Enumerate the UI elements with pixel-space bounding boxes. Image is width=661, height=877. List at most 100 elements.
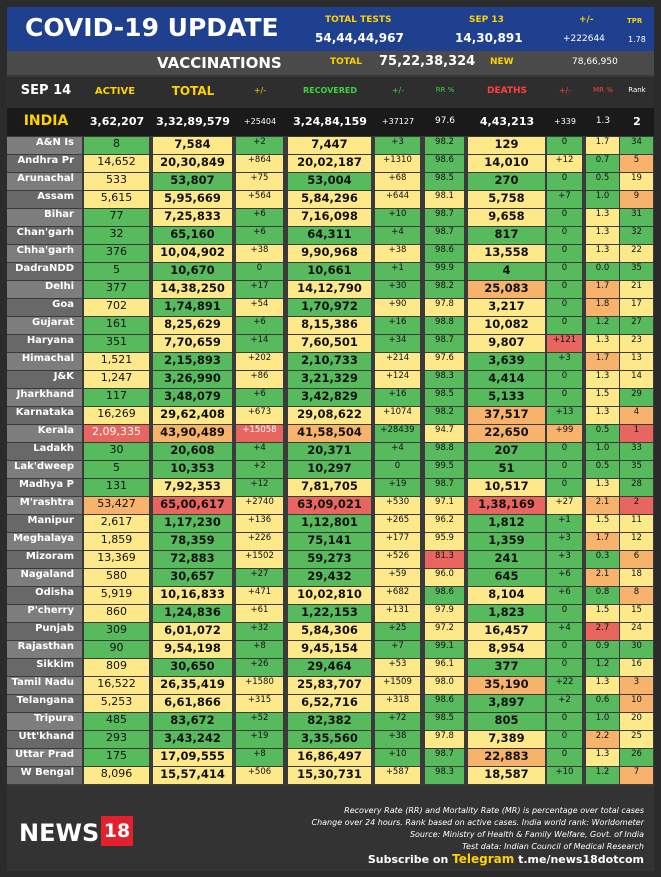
state-rank: 18 <box>620 569 653 586</box>
table-row: Chan'garh 32 65,160 +6 64,311 +4 98.7 817 0 1.3 32 <box>7 227 654 245</box>
state-d-deaths: +12 <box>547 155 582 172</box>
state-d-total: +2 <box>236 461 283 478</box>
india-total: 3,32,89,579 <box>156 115 230 128</box>
state-deaths: 18,587 <box>468 767 545 784</box>
state-d-rec: +19 <box>375 479 420 496</box>
state-rank: 7 <box>620 767 653 784</box>
state-rank: 3 <box>620 677 653 694</box>
state-d-rec: +30 <box>375 281 420 298</box>
table-row: Telangana 5,253 6,61,866 +315 6,52,716 +318 98… <box>7 695 654 713</box>
state-rr: 94.7 <box>425 425 464 442</box>
state-d-rec: +526 <box>375 551 420 568</box>
state-mr: 1.5 <box>586 389 619 406</box>
state-d-rec: +1 <box>375 263 420 280</box>
state-d-rec: +7 <box>375 641 420 658</box>
state-d-rec: +16 <box>375 389 420 406</box>
state-total: 53,807 <box>153 173 232 190</box>
state-total: 9,54,198 <box>153 641 232 658</box>
table-row: Sikkim 809 30,650 +26 29,464 +53 96.1 377 0 1.2 16 <box>7 659 654 677</box>
table-row: Odisha 5,919 10,16,833 +471 10,02,810 +682 98.… <box>7 587 654 605</box>
table-row: Karnataka 16,269 29,62,408 +673 29,08,622 +10… <box>7 407 654 425</box>
state-rank: 27 <box>620 317 653 334</box>
state-deaths: 16,457 <box>468 623 545 640</box>
state-rr: 99.5 <box>425 461 464 478</box>
state-mr: 0.0 <box>586 263 619 280</box>
state-deaths: 129 <box>468 137 545 154</box>
state-recovered: 16,86,497 <box>288 749 371 766</box>
state-d-rec: +530 <box>375 497 420 514</box>
table-row: M'rashtra 53,427 65,00,617 +2740 63,09,021 +5… <box>7 497 654 515</box>
covid-update-panel: COVID-19 UPDATE TOTAL TESTS 54,44,44,967… <box>7 7 654 871</box>
state-d-rec: +682 <box>375 587 420 604</box>
india-recovered: 3,24,84,159 <box>293 115 367 128</box>
state-recovered: 5,84,306 <box>288 623 371 640</box>
state-active: 90 <box>84 641 149 658</box>
state-mr: 1.3 <box>586 749 619 766</box>
state-deaths: 1,38,169 <box>468 497 545 514</box>
state-mr: 1.5 <box>586 515 619 532</box>
state-name: Goa <box>7 299 82 316</box>
state-rank: 13 <box>620 353 653 370</box>
state-deaths: 51 <box>468 461 545 478</box>
state-active: 5,615 <box>84 191 149 208</box>
state-name: Utt'khand <box>7 731 82 748</box>
state-d-total: +864 <box>236 155 283 172</box>
state-deaths: 13,558 <box>468 245 545 262</box>
state-rr: 96.1 <box>425 659 464 676</box>
state-name: Bihar <box>7 209 82 226</box>
state-d-rec: +25 <box>375 623 420 640</box>
state-total: 7,25,833 <box>153 209 232 226</box>
state-rr: 97.8 <box>425 299 464 316</box>
state-mr: 0.7 <box>586 155 619 172</box>
state-rr: 98.3 <box>425 767 464 784</box>
state-rank: 21 <box>620 281 653 298</box>
telegram-link[interactable]: Telegram <box>452 852 515 866</box>
state-d-total: +19 <box>236 731 283 748</box>
table-row: Tripura 485 83,672 +52 82,382 +72 98.5 805 0 1.0 2… <box>7 713 654 731</box>
state-recovered: 75,141 <box>288 533 371 550</box>
state-name: Madhya P <box>7 479 82 496</box>
state-d-deaths: 0 <box>547 713 582 730</box>
state-d-rec: +318 <box>375 695 420 712</box>
state-d-rec: +1074 <box>375 407 420 424</box>
table-row: Assam 5,615 5,95,669 +564 5,84,296 +644 98.1 5,… <box>7 191 654 209</box>
state-d-deaths: +3 <box>547 353 582 370</box>
table-row: Bihar 77 7,25,833 +6 7,16,098 +10 98.7 9,658 0 1.… <box>7 209 654 227</box>
state-total: 1,74,891 <box>153 299 232 316</box>
state-rank: 28 <box>620 479 653 496</box>
header-bar: COVID-19 UPDATE TOTAL TESTS 54,44,44,967… <box>7 7 654 51</box>
state-mr: 0.3 <box>586 551 619 568</box>
state-active: 809 <box>84 659 149 676</box>
state-recovered: 29,08,622 <box>288 407 371 424</box>
state-active: 5,919 <box>84 587 149 604</box>
india-deaths-change: +339 <box>554 117 576 126</box>
state-rr: 97.9 <box>425 605 464 622</box>
table-row: Tamil Nadu 16,522 26,35,419 +1580 25,83,707 +… <box>7 677 654 695</box>
state-d-total: +226 <box>236 533 283 550</box>
state-rank: 31 <box>620 209 653 226</box>
state-d-deaths: 0 <box>547 245 582 262</box>
state-active: 175 <box>84 749 149 766</box>
table-row: P'cherry 860 1,24,836 +61 1,22,153 +131 97.9 1,… <box>7 605 654 623</box>
telegram-url[interactable]: t.me/news18dotcom <box>518 853 644 866</box>
state-mr: 1.3 <box>586 371 619 388</box>
state-active: 702 <box>84 299 149 316</box>
state-d-total: +136 <box>236 515 283 532</box>
state-deaths: 5,758 <box>468 191 545 208</box>
state-total: 14,38,250 <box>153 281 232 298</box>
state-total: 3,48,079 <box>153 389 232 406</box>
state-active: 14,652 <box>84 155 149 172</box>
state-d-rec: +68 <box>375 173 420 190</box>
state-rr: 98.5 <box>425 173 464 190</box>
state-deaths: 270 <box>468 173 545 190</box>
state-deaths: 25,083 <box>468 281 545 298</box>
state-d-total: +17 <box>236 281 283 298</box>
state-name: Meghalaya <box>7 533 82 550</box>
state-d-rec: +4 <box>375 227 420 244</box>
state-d-deaths: +3 <box>547 551 582 568</box>
state-active: 309 <box>84 623 149 640</box>
state-d-deaths: 0 <box>547 299 582 316</box>
india-active: 3,62,207 <box>89 115 145 128</box>
state-mr: 2.7 <box>586 623 619 640</box>
state-active: 13,369 <box>84 551 149 568</box>
